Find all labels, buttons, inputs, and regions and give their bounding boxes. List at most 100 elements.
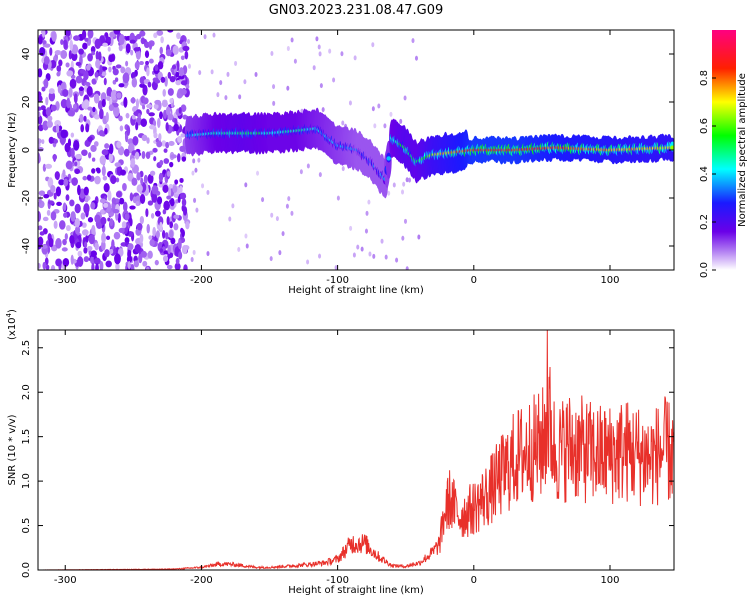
noise-blob (143, 174, 148, 184)
noise-blob (82, 175, 88, 181)
noise-blob (93, 114, 101, 120)
noise-blob (185, 221, 190, 230)
noise-blob (45, 96, 49, 106)
noise-blob (167, 88, 174, 96)
noise-blob (167, 71, 172, 79)
noise-blob (136, 184, 143, 193)
noise-blob (144, 41, 150, 49)
noise-blob (197, 157, 201, 163)
noise-blob (38, 190, 46, 196)
noise-blob (55, 124, 60, 134)
noise-blob (62, 238, 67, 246)
noise-blob (210, 69, 214, 75)
noise-blob (177, 135, 183, 143)
noise-blob (70, 254, 74, 265)
noise-blob (206, 251, 210, 257)
noise-blob (101, 240, 106, 251)
noise-blob (71, 52, 78, 62)
noise-blob (349, 225, 353, 231)
noise-blob (51, 30, 57, 42)
noise-blob (135, 98, 139, 109)
noise-blob (293, 58, 297, 64)
noise-blob (317, 44, 321, 50)
noise-blob (166, 195, 172, 200)
noise-blob (195, 207, 199, 213)
noise-blob (181, 204, 185, 212)
x-tick-label: 100 (600, 575, 619, 586)
noise-blob (135, 49, 141, 60)
noise-blob (148, 112, 155, 117)
noise-blob (99, 64, 103, 76)
noise-blob (48, 91, 56, 102)
noise-blob (168, 187, 172, 198)
noise-blob (43, 55, 50, 65)
noise-blob (182, 45, 190, 52)
noise-blob (87, 106, 93, 111)
colorbar (712, 30, 736, 270)
noise-blob (84, 84, 88, 92)
noise-blob (113, 105, 120, 117)
y-tick-label: 1.5 (21, 429, 32, 445)
snr-line (38, 330, 674, 570)
x-tick-label: -300 (54, 575, 77, 586)
noise-blob (109, 218, 114, 227)
noise-blob (306, 259, 310, 265)
noise-blob (60, 49, 68, 59)
noise-blob (181, 156, 187, 162)
noise-blob (116, 92, 122, 99)
noise-blob (285, 203, 289, 209)
noise-blob (372, 253, 376, 259)
noise-blob (90, 46, 96, 54)
noise-blob (356, 244, 360, 250)
noise-blob (86, 86, 93, 97)
noise-blob (142, 260, 148, 267)
noise-blob (160, 36, 164, 44)
noise-blob (139, 193, 146, 204)
noise-blob (156, 30, 164, 36)
noise-blob (65, 225, 71, 232)
noise-blob (97, 100, 103, 110)
noise-blob (179, 192, 187, 200)
noise-blob (159, 221, 163, 231)
noise-blob (147, 200, 154, 206)
noise-blob (73, 93, 78, 104)
noise-blob (161, 100, 168, 108)
noise-blob (243, 79, 247, 85)
noise-blob (244, 233, 248, 239)
noise-blob (53, 220, 58, 229)
noise-blob (103, 77, 107, 86)
noise-blob (383, 123, 387, 129)
noise-blob (364, 228, 368, 234)
noise-blob (68, 50, 72, 60)
noise-blob (158, 133, 162, 141)
noise-blob (168, 140, 175, 147)
noise-blob (84, 241, 88, 248)
noise-blob (78, 86, 85, 91)
noise-blob (170, 154, 177, 159)
noise-blob (237, 246, 241, 252)
noise-blob (93, 93, 100, 104)
noise-blob (147, 250, 153, 259)
noise-blob (48, 237, 54, 248)
noise-blob (147, 173, 154, 184)
noise-blob (75, 153, 82, 160)
noise-blob (157, 61, 164, 70)
noise-blob (122, 182, 127, 192)
noise-blob (198, 70, 202, 76)
noise-blob (169, 75, 176, 83)
noise-blob (184, 50, 189, 60)
noise-blob (83, 115, 87, 122)
noise-blob (55, 238, 62, 249)
noise-blob (38, 196, 42, 204)
noise-blob (281, 231, 285, 237)
noise-blob (179, 88, 187, 96)
noise-blob (212, 32, 216, 38)
noise-blob (73, 35, 80, 41)
noise-blob (122, 72, 130, 84)
noise-blob (162, 89, 166, 97)
noise-blob (389, 111, 393, 117)
noise-blob (55, 186, 62, 197)
noise-blob (109, 248, 114, 255)
y-tick-label: 20 (21, 96, 32, 109)
